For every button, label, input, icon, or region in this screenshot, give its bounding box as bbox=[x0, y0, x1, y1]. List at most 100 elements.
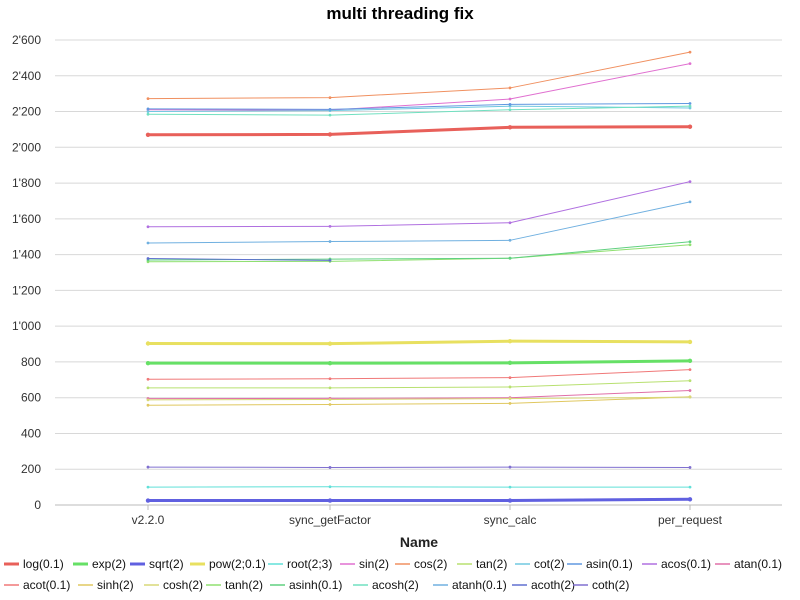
data-point bbox=[688, 180, 692, 184]
series-coth(2) bbox=[146, 465, 692, 469]
data-point bbox=[507, 498, 513, 503]
x-tick-label: v2.2.0 bbox=[132, 513, 165, 527]
series-line bbox=[147, 390, 691, 400]
series-root(2;3) bbox=[146, 485, 692, 489]
data-point bbox=[507, 360, 513, 366]
y-tick-label: 1'600 bbox=[12, 212, 41, 226]
data-point bbox=[508, 402, 512, 405]
legend-item: sin(2) bbox=[340, 557, 389, 571]
series-line bbox=[147, 63, 691, 111]
series-acosh(2) bbox=[146, 104, 692, 117]
series-line bbox=[147, 102, 691, 110]
series-atanh(0.1) bbox=[146, 200, 692, 245]
data-point bbox=[508, 397, 512, 400]
data-point bbox=[508, 238, 512, 242]
legend-item: tan(2) bbox=[457, 557, 507, 571]
data-point bbox=[688, 200, 692, 204]
data-point bbox=[328, 96, 332, 99]
legend-item: asinh(0.1) bbox=[270, 578, 342, 592]
data-point bbox=[688, 243, 692, 247]
legend-item: log(0.1) bbox=[4, 557, 64, 571]
legend-label: acosh(2) bbox=[372, 578, 419, 592]
series-exp(2) bbox=[145, 358, 693, 366]
series-line bbox=[147, 51, 691, 100]
data-point bbox=[688, 389, 692, 392]
data-point bbox=[328, 386, 332, 390]
legend-item: root(2;3) bbox=[268, 557, 332, 571]
data-point bbox=[688, 62, 692, 66]
legend-label: atanh(0.1) bbox=[452, 578, 507, 592]
data-point bbox=[508, 108, 512, 112]
legend-item: cot(2) bbox=[515, 557, 565, 571]
data-point bbox=[508, 97, 512, 101]
data-point bbox=[507, 125, 513, 130]
series-lines bbox=[145, 50, 693, 503]
legend-item: sinh(2) bbox=[78, 578, 134, 592]
legend-item: sqrt(2) bbox=[130, 557, 184, 571]
series-cos(2) bbox=[146, 50, 692, 101]
data-point bbox=[328, 403, 332, 406]
series-sqrt(2) bbox=[145, 497, 693, 503]
data-point bbox=[146, 386, 150, 390]
legend-item: acos(0.1) bbox=[642, 557, 711, 571]
data-point bbox=[688, 368, 692, 372]
data-point bbox=[146, 112, 150, 116]
data-point bbox=[328, 224, 332, 228]
legend-label: sinh(2) bbox=[97, 578, 134, 592]
data-point bbox=[145, 498, 151, 503]
legend-label: sin(2) bbox=[359, 557, 389, 571]
data-point bbox=[688, 102, 692, 105]
y-tick-label: 1'800 bbox=[12, 176, 41, 190]
series-line bbox=[146, 359, 692, 365]
data-point bbox=[688, 466, 692, 469]
data-point bbox=[687, 497, 693, 502]
y-tick-label: 0 bbox=[34, 498, 41, 512]
data-point bbox=[327, 132, 333, 137]
data-point bbox=[146, 97, 150, 101]
data-point bbox=[146, 257, 150, 260]
x-tick-label: sync_calc bbox=[484, 513, 537, 527]
series-line bbox=[147, 396, 691, 406]
series-line bbox=[146, 497, 692, 503]
data-point bbox=[146, 241, 150, 245]
legend-label: tan(2) bbox=[476, 557, 507, 571]
legend-item: pow(2;0.1) bbox=[190, 557, 266, 571]
data-point bbox=[146, 225, 150, 229]
y-tick-label: 1'400 bbox=[12, 248, 41, 262]
data-point bbox=[687, 124, 693, 129]
series-acot(0.1) bbox=[146, 368, 692, 381]
series-sinh(2) bbox=[146, 395, 692, 407]
data-point bbox=[328, 377, 332, 381]
legend-label: pow(2;0.1) bbox=[209, 557, 266, 571]
legend-item: cos(2) bbox=[395, 557, 447, 571]
data-point bbox=[508, 465, 512, 469]
legend-label: acos(0.1) bbox=[661, 557, 711, 571]
legend-label: tanh(2) bbox=[225, 578, 263, 592]
data-point bbox=[328, 258, 332, 262]
data-point bbox=[145, 341, 151, 346]
data-point bbox=[146, 403, 150, 407]
legend-label: asin(0.1) bbox=[586, 557, 633, 571]
data-point bbox=[328, 240, 332, 243]
legend-label: root(2;3) bbox=[287, 557, 332, 571]
data-point bbox=[508, 485, 512, 489]
series-line bbox=[147, 380, 691, 389]
series-line bbox=[147, 105, 691, 113]
data-point bbox=[328, 485, 332, 489]
series-log(0.1) bbox=[145, 124, 693, 137]
data-point bbox=[146, 485, 150, 489]
data-point bbox=[688, 50, 692, 54]
legend-item: atan(0.1) bbox=[715, 557, 782, 571]
legend-label: exp(2) bbox=[92, 557, 126, 571]
data-point bbox=[688, 485, 692, 489]
legend-item: acoth(2) bbox=[512, 578, 575, 592]
legend-item: acot(0.1) bbox=[4, 578, 70, 592]
data-point bbox=[328, 466, 332, 469]
series-asin(0.1) bbox=[146, 102, 692, 111]
data-point bbox=[327, 341, 333, 346]
x-tick-label: per_request bbox=[658, 513, 723, 527]
y-tick-label: 400 bbox=[21, 426, 41, 440]
x-axis-label: Name bbox=[400, 534, 438, 550]
series-atan(0.1) bbox=[146, 389, 692, 400]
